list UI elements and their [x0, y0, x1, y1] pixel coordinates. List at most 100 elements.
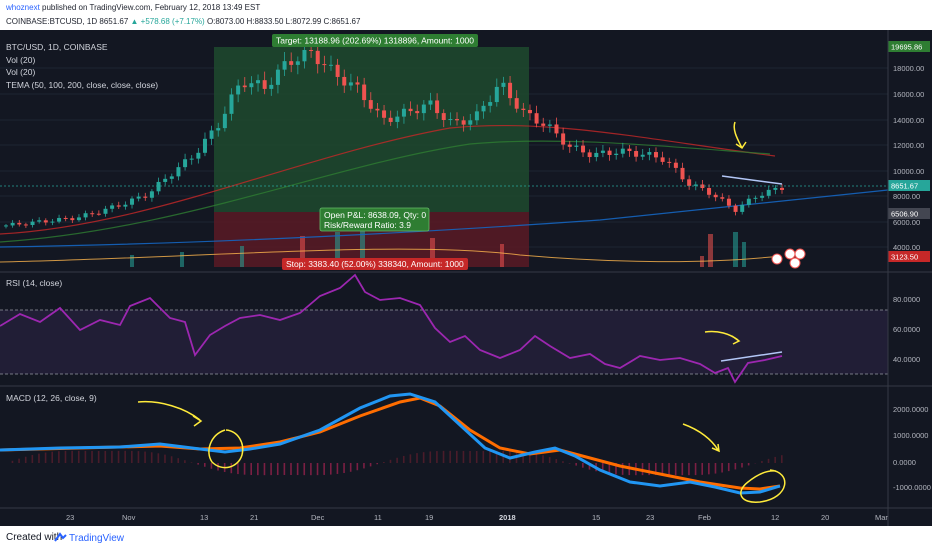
target-label: Target: 13188.96 (202.69%) 1318896, Amou…	[276, 36, 474, 46]
time-tick: 12	[771, 513, 779, 522]
candle-body	[10, 222, 15, 226]
macd-histogram-bar	[323, 463, 325, 475]
macd-histogram-bar	[409, 454, 412, 463]
macd-histogram-bar	[64, 450, 67, 463]
rsi-band	[0, 310, 888, 374]
tema-50-line	[0, 189, 889, 248]
time-tick: 15	[592, 513, 600, 522]
macd-histogram-bar	[104, 450, 107, 463]
candle-body	[275, 69, 280, 85]
rsi-annotation-arrow[interactable]	[704, 330, 741, 345]
macd-pane-title[interactable]: MACD (12, 26, close, 9)	[6, 393, 97, 403]
indicator-vol-1[interactable]: Vol (20)	[6, 55, 35, 65]
price-tick: 12000.00	[893, 141, 924, 150]
price-annotation-arrow[interactable]	[733, 121, 747, 150]
candle-body	[501, 82, 506, 87]
macd-histogram-bar	[608, 463, 611, 474]
macd-histogram-bar	[84, 450, 87, 463]
rsi-trendline[interactable]	[720, 351, 783, 362]
indicator-tema[interactable]: TEMA (50, 100, 200, close, close, close)	[6, 80, 158, 90]
macd-histogram-bar	[522, 451, 524, 463]
candle-body	[342, 76, 347, 86]
macd-histogram-bar	[721, 463, 723, 473]
macd-histogram-bar	[263, 463, 266, 476]
macd-histogram-bar	[482, 450, 485, 463]
macd-histogram-bar	[489, 450, 491, 463]
rsi-axis[interactable]: 80.0000 60.0000 40.0000	[893, 295, 920, 364]
time-axis[interactable]: 23 Nov 13 21 Dec 11 19 2018 15 23 Feb 12…	[66, 513, 888, 522]
indicator-vol-2[interactable]: Vol (20)	[6, 67, 35, 77]
macd-histogram-bar	[781, 455, 783, 463]
flag-icon[interactable]	[771, 253, 783, 265]
macd-histogram-bar	[741, 463, 743, 468]
macd-histogram-bar	[648, 463, 650, 476]
candle-body	[202, 138, 207, 153]
candle-body	[614, 153, 619, 155]
candle-body	[720, 197, 725, 199]
last-price: 8651.67	[99, 17, 129, 26]
quote-line: COINBASE:BTCUSD, 1D 8651.67 ▲ +578.68 (+…	[6, 17, 360, 26]
candle-body	[262, 80, 267, 89]
macd-histogram-bar	[164, 454, 166, 463]
publisher-link[interactable]: whoznext	[6, 3, 40, 12]
candle-body	[455, 119, 460, 121]
macd-histogram-bar	[383, 461, 385, 463]
macd-axis[interactable]: 2000.0000 1000.0000 0.0000 -1000.0000	[893, 405, 931, 492]
macd-histogram-bar	[389, 459, 392, 463]
target-zone[interactable]	[214, 47, 529, 212]
candle-body	[368, 100, 373, 109]
macd-histogram-bar	[111, 450, 113, 463]
candle-body	[282, 61, 287, 70]
candle-body	[494, 86, 499, 103]
macd-histogram-bar	[336, 463, 339, 474]
macd-crossover-circle[interactable]	[740, 469, 786, 503]
candle-body	[627, 148, 632, 152]
macd-histogram-bar	[727, 463, 730, 472]
macd-histogram-bar	[177, 458, 180, 463]
event-marker-icon[interactable]	[789, 257, 801, 269]
candle-body	[680, 167, 685, 180]
rsi-pane-title[interactable]: RSI (14, close)	[6, 278, 62, 288]
event-marker-icon[interactable]	[794, 248, 806, 260]
rsi-pane[interactable]: RSI (14, close) 80.0000 60.0000 40.0000	[0, 273, 920, 384]
tradingview-brand[interactable]: TradingView	[69, 533, 125, 544]
candle-body	[57, 217, 62, 222]
volume-ma-line	[0, 248, 781, 263]
candle-body	[295, 61, 300, 65]
candle-body	[183, 159, 188, 168]
candle-body	[103, 208, 108, 214]
macd-histogram-bar	[502, 450, 505, 463]
tradingview-logo-icon[interactable]	[52, 530, 140, 546]
macd-pane[interactable]: MACD (12, 26, close, 9) 2000.0000 1000.0…	[0, 392, 931, 503]
macd-histogram-bar	[283, 463, 286, 476]
price-pane[interactable]: Target: 13188.96 (202.69%) 1318896, Amou…	[0, 34, 930, 270]
pnl-line-2: Risk/Reward Ratio: 3.9	[324, 220, 411, 230]
macd-histogram-bar	[343, 463, 345, 474]
macd-histogram-bar	[210, 463, 213, 469]
macd-histogram-bar	[767, 458, 770, 463]
macd-annotation-arrow[interactable]	[682, 423, 720, 453]
macd-histogram-bar	[117, 450, 120, 463]
price-trendline[interactable]	[721, 175, 783, 185]
macd-crossover-circle[interactable]	[208, 429, 244, 469]
candle-body	[707, 188, 712, 195]
candle-body	[481, 105, 486, 112]
stop-price-label: 3123.50	[891, 253, 918, 262]
macd-histogram-bar	[429, 451, 432, 463]
candle-body	[143, 196, 148, 198]
candle-body	[700, 184, 705, 189]
candle-body	[63, 217, 68, 219]
macd-histogram-bar	[442, 450, 445, 463]
macd-annotation-arrow[interactable]	[137, 400, 203, 427]
macd-histogram-bar	[774, 456, 776, 463]
candle-body	[196, 152, 201, 159]
chart-area[interactable]: Target: 13188.96 (202.69%) 1318896, Amou…	[0, 30, 932, 526]
stop-label-box	[282, 258, 468, 270]
price-axis[interactable]: 18000.00 16000.00 14000.00 12000.00 1000…	[893, 64, 924, 252]
macd-histogram-bar	[747, 463, 750, 466]
event-marker-icon[interactable]	[784, 248, 796, 260]
macd-tick: 2000.0000	[893, 405, 928, 414]
macd-histogram-bar	[701, 463, 704, 475]
candle-body	[322, 64, 327, 66]
macd-histogram-bar	[91, 450, 93, 463]
